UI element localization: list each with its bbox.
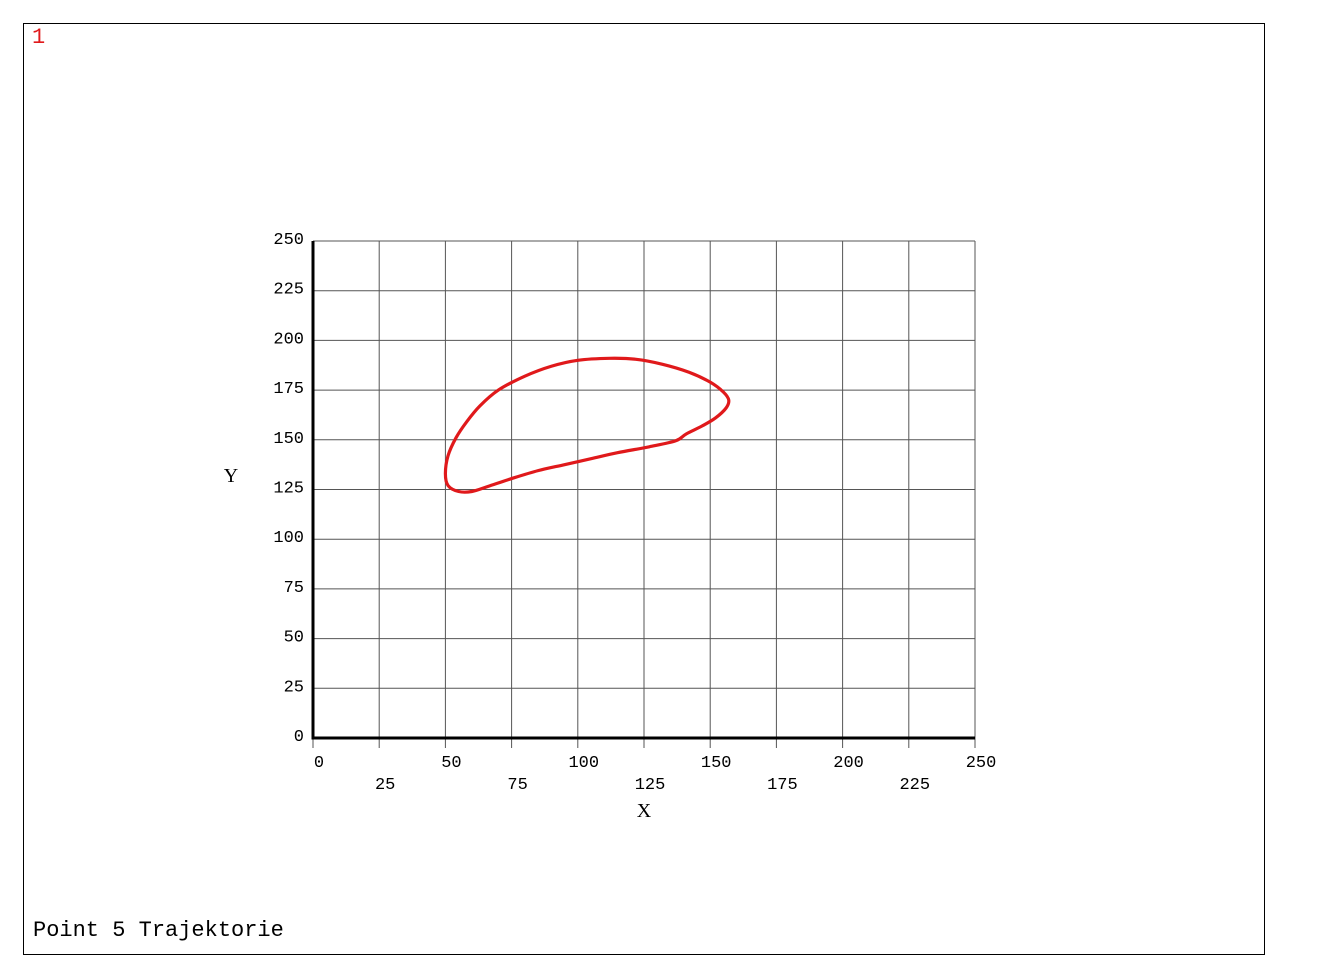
series bbox=[443, 356, 731, 494]
trajectory-line bbox=[443, 356, 731, 494]
y-tick-label: 100 bbox=[273, 529, 304, 548]
x-tick-label: 25 bbox=[375, 776, 395, 795]
y-tick-label: 75 bbox=[284, 579, 304, 598]
x-tick-label: 100 bbox=[568, 754, 599, 773]
y-tick-label: 50 bbox=[284, 629, 304, 648]
plot-caption: Point 5 Trajektorie bbox=[33, 918, 284, 943]
y-tick-label: 150 bbox=[273, 430, 304, 449]
x-tick-label: 150 bbox=[701, 754, 732, 773]
y-tick-label: 225 bbox=[273, 281, 304, 300]
y-tick-label: 200 bbox=[273, 330, 304, 349]
y-tick-label: 0 bbox=[294, 728, 304, 747]
window-number: 1 bbox=[32, 25, 46, 50]
tick-labels: 0 25 50 75 100 125 150 175 200 225 250 0 25 50 75 100 12… bbox=[273, 231, 996, 795]
x-tick-label: 50 bbox=[441, 754, 461, 773]
x-tick-label: 75 bbox=[507, 776, 527, 795]
y-tick-label: 250 bbox=[273, 231, 304, 250]
grid bbox=[313, 240, 976, 738]
x-tick-label: 125 bbox=[635, 776, 666, 795]
x-tick-label: 200 bbox=[833, 754, 864, 773]
y-axis-title: Y bbox=[224, 465, 238, 487]
x-tick-label: 250 bbox=[966, 754, 997, 773]
y-tick-label: 125 bbox=[273, 480, 304, 499]
y-tick-label: 25 bbox=[284, 678, 304, 697]
axes bbox=[311, 241, 976, 748]
x-tick-label: 0 bbox=[314, 754, 324, 773]
x-axis-title: X bbox=[637, 800, 652, 822]
x-tick-label: 225 bbox=[899, 776, 930, 795]
plot-window-frame bbox=[23, 23, 1265, 955]
x-tick-label: 175 bbox=[767, 776, 798, 795]
y-tick-label: 175 bbox=[273, 380, 304, 399]
